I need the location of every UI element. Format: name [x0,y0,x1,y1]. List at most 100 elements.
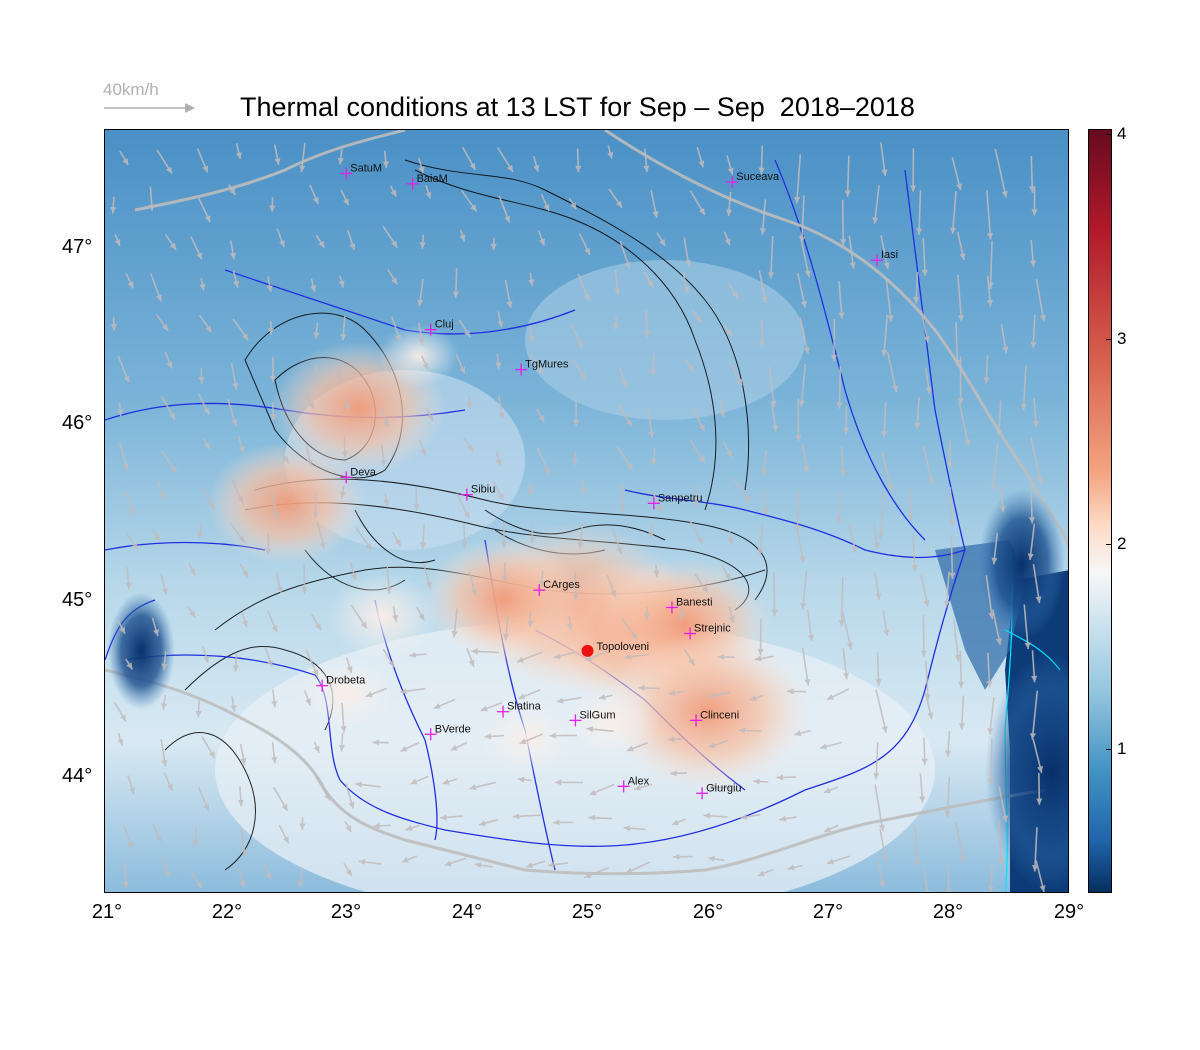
wind-arrowhead [913,296,920,304]
station-label: Cluj [435,319,454,331]
wind-arrow [922,445,934,485]
wind-arrowhead [803,347,810,355]
wind-arrowhead [410,778,418,785]
wind-arrowhead [1039,885,1046,892]
wind-arrowhead [843,672,850,680]
wind-arrow [994,148,1007,198]
wind-arrow [841,199,845,246]
wind-arrowhead [883,262,890,270]
wind-arrowhead [203,442,210,450]
wind-arrow [769,235,774,279]
wind-arrowhead [235,152,242,160]
wind-arrowhead [276,586,283,594]
wind-arrow [951,191,957,235]
wind-arrowhead [380,459,387,467]
wind-arrowhead [272,512,279,520]
wind-arrowhead [543,204,550,212]
wind-arrow [882,314,888,357]
lat-tick-46: 46° [62,412,93,434]
wind-arrowhead [872,217,879,224]
colorbar-tickmark [1106,544,1112,545]
wind-arrowhead [1002,346,1009,354]
wind-arrowhead [957,314,965,322]
wind-arrowhead [203,655,210,663]
lon-tick-29: 29° [1053,901,1085,923]
wind-arrowhead [470,204,477,212]
wind-arrowhead [710,784,717,791]
wind-arrow [772,572,776,617]
wind-arrowhead [469,784,477,791]
wind-arrowhead [643,613,651,620]
station-marker: Suceava [726,171,780,189]
wind-arrow [990,738,993,786]
wind-arrowhead [345,868,352,876]
wind-arrowhead [883,629,890,637]
wind-arrowhead [986,680,993,688]
wind-arrowhead [708,855,715,862]
wind-arrowhead [910,185,917,192]
wind-arrowhead [405,825,413,831]
wind-arrowhead [463,512,470,520]
wind-arrowhead [804,270,811,278]
wind-arrowhead [279,240,285,248]
wind-arrowhead [779,815,787,822]
chart-title: Thermal conditions at 13 LST for Sep – S… [240,92,915,122]
wind-arrowhead [350,573,357,581]
wind-arrow [950,534,954,580]
wind-arrowhead [579,372,586,380]
wind-arrowhead [501,541,508,548]
wind-arrowhead [838,312,845,319]
lon-tick-22: 22° [211,901,243,923]
wind-arrow [925,660,929,701]
wind-arrow [986,189,992,240]
wind-arrowhead [444,860,452,867]
wind-arrowhead [501,575,509,582]
wind-arrowhead [683,286,690,294]
wind-arrowhead [824,826,832,833]
wind-arrowhead [944,810,951,818]
wind-arrowhead [687,364,694,372]
station-label: TgMures [525,359,569,371]
wind-arrowhead [344,403,351,411]
wind-arrowhead [771,425,778,432]
wind-arrowhead [1001,190,1008,198]
wind-arrowhead [427,414,433,422]
wind-arrowhead [575,165,582,173]
wind-arrowhead [580,487,587,495]
wind-arrowhead [394,539,401,547]
wind-arrowhead [1032,420,1039,428]
wind-arrowhead [588,814,595,821]
wind-arrowhead [827,858,835,865]
wind-arrowhead [232,665,239,672]
wind-arrowhead [626,463,633,471]
wind-arrowhead [271,700,278,708]
wind-arrowhead [878,824,885,832]
wind-arrowhead [638,684,645,691]
wind-arrowhead [795,435,802,442]
cold-anomaly [984,654,1068,891]
wind-arrowhead [196,252,202,260]
wind-arrowhead [313,380,320,387]
wind-arrowhead [881,169,888,177]
wind-arrowhead [881,725,888,733]
wind-arrowhead [125,582,132,590]
wind-arrowhead [678,612,686,620]
station-label: Suceava [736,171,780,183]
wind-arrowhead [987,728,994,735]
wind-arrowhead [916,228,923,235]
station-marker: SilGum [569,709,616,727]
wind-arrowhead [610,589,617,597]
wind-arrowhead [268,328,275,335]
wind-arrowhead [701,586,709,594]
wind-arrow [801,571,808,610]
wind-arrowhead [652,210,659,218]
wind-arrowhead [400,688,407,695]
wind-arrowhead [800,300,807,308]
wind-arrowhead [670,770,677,777]
wind-arrowhead [625,867,633,874]
wind-arrow [1023,604,1029,650]
wind-arrowhead [231,419,238,427]
wind-arrowhead [490,243,497,251]
wind-arrowhead [799,556,806,563]
wind-arrowhead [451,630,458,638]
